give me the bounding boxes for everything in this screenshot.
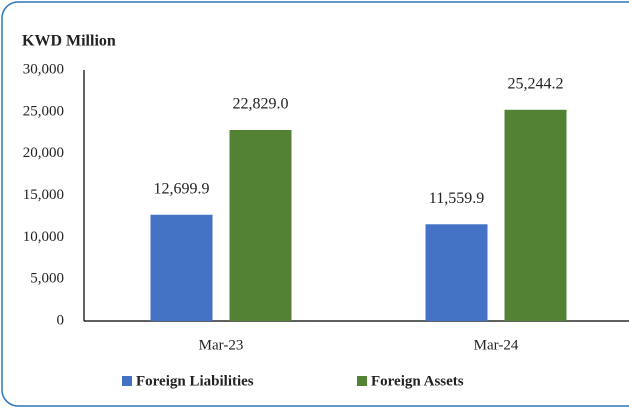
legend-swatch bbox=[122, 376, 132, 386]
legend-label: Foreign Assets bbox=[371, 373, 464, 389]
data-label: 22,829.0 bbox=[233, 96, 289, 113]
y-tick-label: 0 bbox=[57, 312, 65, 328]
data-label: 12,699.9 bbox=[154, 180, 210, 197]
y-tick-label: 10,000 bbox=[23, 229, 64, 245]
y-tick-label: 30,000 bbox=[23, 61, 64, 77]
legend-swatch bbox=[357, 376, 367, 386]
legend-label: Foreign Liabilities bbox=[136, 373, 254, 389]
bar bbox=[229, 129, 292, 321]
data-label: 11,559.9 bbox=[429, 190, 484, 207]
bar bbox=[504, 109, 567, 321]
y-tick-label: 15,000 bbox=[23, 187, 64, 203]
bar bbox=[150, 214, 213, 321]
x-tick-label: Mar-24 bbox=[474, 337, 519, 353]
y-tick-label: 5,000 bbox=[30, 271, 64, 287]
y-tick-label: 20,000 bbox=[23, 145, 64, 161]
y-tick-label: 25,000 bbox=[23, 103, 64, 119]
bar bbox=[425, 224, 488, 321]
chart-title: KWD Million bbox=[22, 33, 116, 50]
data-label: 25,244.2 bbox=[508, 75, 564, 92]
x-tick-label: Mar-23 bbox=[199, 337, 244, 353]
